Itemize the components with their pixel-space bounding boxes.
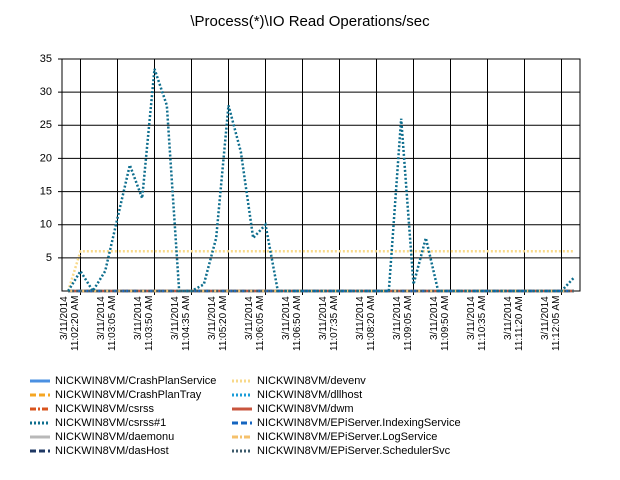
y-tick-label: 15 — [40, 185, 52, 197]
x-tick-label: 3/11/2014 11:11:20 AM — [502, 296, 525, 351]
legend-label: NICKWIN8VM/EPiServer.IndexingService — [257, 417, 461, 429]
legend-label: NICKWIN8VM/dllhost — [257, 389, 362, 401]
plot-border — [61, 58, 581, 292]
x-tick-label: 3/11/2014 11:09:05 AM — [391, 296, 414, 352]
legend-label: NICKWIN8VM/dasHost — [55, 445, 169, 457]
x-tick-label: 3/11/2014 11:09:50 AM — [428, 296, 451, 352]
legend-label: NICKWIN8VM/dwm — [257, 403, 354, 415]
legend-label: NICKWIN8VM/EPiServer.LogService — [257, 431, 437, 443]
x-tick-label: 3/11/2014 11:10:35 AM — [465, 296, 488, 352]
legend-label: NICKWIN8VM/CrashPlanTray — [55, 389, 202, 401]
x-tick-label: 3/11/2014 11:06:50 AM — [280, 296, 303, 352]
legend-label: NICKWIN8VM/CrashPlanService — [55, 375, 216, 387]
legend-label: NICKWIN8VM/csrss#1 — [55, 417, 166, 429]
y-tick-label: 10 — [40, 219, 52, 231]
y-tick-label: 25 — [40, 119, 52, 131]
y-tick-label: 20 — [40, 152, 52, 164]
x-tick-label: 3/11/2014 11:03:05 AM — [95, 296, 118, 352]
x-tick-label: 3/11/2014 11:04:35 AM — [169, 296, 192, 352]
chart-title: \Process(*)\IO Read Operations/sec — [190, 13, 430, 30]
y-tick-label: 5 — [46, 252, 52, 264]
x-tick-label: 3/11/2014 11:06:05 AM — [243, 296, 266, 352]
y-tick-label: 30 — [40, 86, 52, 98]
x-tick-label: 3/11/2014 11:12:05 AM — [539, 296, 562, 352]
series-line — [66, 249, 574, 292]
x-tick-label: 3/11/2014 11:03:50 AM — [132, 296, 155, 352]
legend-label: NICKWIN8VM/daemonu — [55, 431, 174, 443]
x-tick-label: 3/11/2014 11:07:35 AM — [317, 296, 340, 352]
x-tick-label: 3/11/2014 11:02:20 AM — [58, 296, 81, 352]
legend-label: NICKWIN8VM/csrss — [55, 403, 155, 415]
y-tick-label: 35 — [40, 53, 52, 65]
series-line — [67, 68, 575, 294]
x-tick-label: 3/11/2014 11:05:20 AM — [206, 296, 229, 352]
legend-label: NICKWIN8VM/EPiServer.SchedulerSvc — [257, 445, 451, 457]
x-tick-label: 3/11/2014 11:08:20 AM — [354, 296, 377, 352]
legend-label: NICKWIN8VM/devenv — [257, 375, 366, 387]
